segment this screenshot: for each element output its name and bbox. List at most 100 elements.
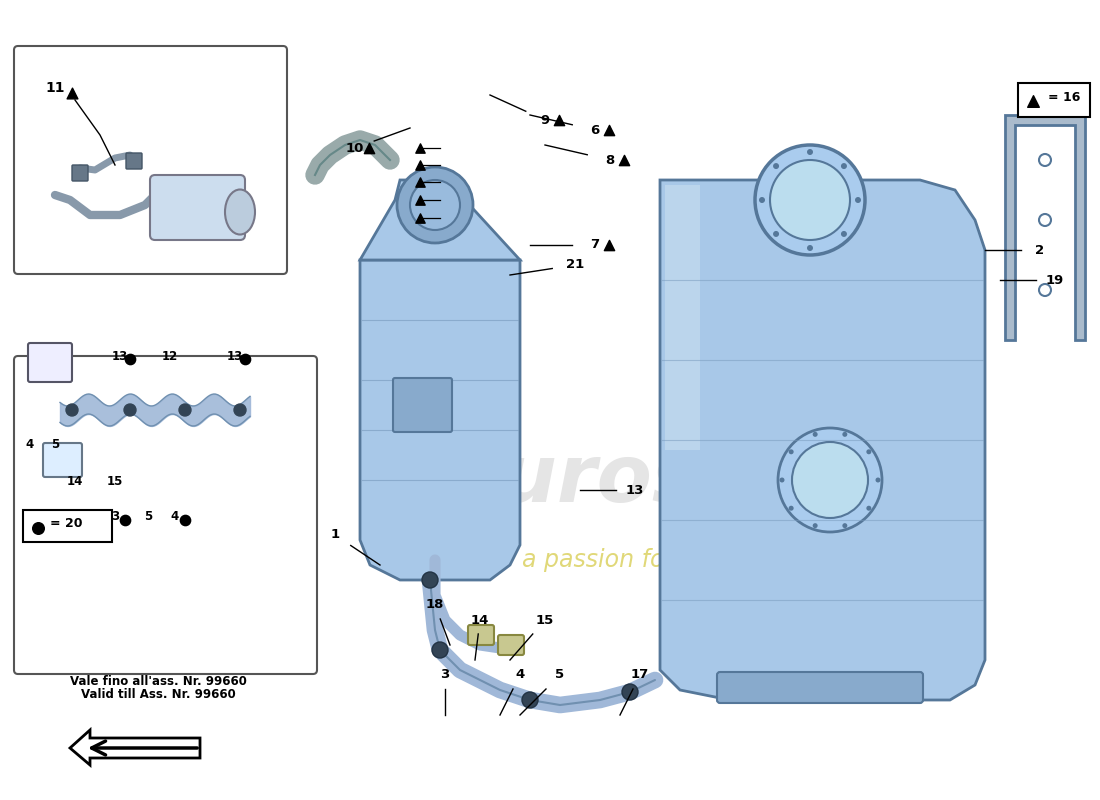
Circle shape (432, 642, 448, 658)
Circle shape (124, 404, 136, 416)
Text: 1: 1 (330, 529, 340, 542)
Circle shape (843, 523, 847, 528)
Text: 2: 2 (1035, 243, 1045, 257)
Circle shape (807, 149, 813, 155)
Text: Vale fino all'ass. Nr. 99660: Vale fino all'ass. Nr. 99660 (69, 675, 246, 688)
Circle shape (179, 404, 191, 416)
Text: 14: 14 (471, 614, 490, 626)
Text: 15: 15 (107, 475, 123, 488)
Point (411, 176, 429, 189)
Text: 8: 8 (605, 154, 615, 166)
FancyBboxPatch shape (393, 378, 452, 432)
Text: 12: 12 (162, 350, 178, 363)
Circle shape (773, 231, 779, 237)
Text: 4: 4 (516, 669, 525, 682)
Circle shape (621, 684, 638, 700)
Circle shape (422, 572, 438, 588)
FancyBboxPatch shape (150, 175, 245, 240)
Text: 14: 14 (67, 475, 84, 488)
FancyBboxPatch shape (72, 165, 88, 181)
Text: 11: 11 (45, 81, 65, 95)
FancyBboxPatch shape (498, 635, 524, 655)
Text: 4: 4 (26, 438, 34, 451)
Circle shape (855, 197, 861, 203)
Text: 3: 3 (111, 510, 119, 523)
Text: 10: 10 (345, 142, 364, 154)
Circle shape (840, 163, 847, 169)
FancyBboxPatch shape (23, 510, 112, 542)
Point (411, 158, 429, 171)
Text: 5: 5 (144, 510, 152, 523)
FancyBboxPatch shape (468, 625, 494, 645)
Point (176, 514, 194, 526)
Polygon shape (360, 260, 520, 580)
Circle shape (1040, 284, 1050, 296)
Point (601, 238, 618, 251)
Point (30, 522, 47, 534)
Text: 5: 5 (556, 669, 564, 682)
Polygon shape (666, 185, 700, 450)
Circle shape (755, 145, 865, 255)
Circle shape (522, 692, 538, 708)
Circle shape (792, 442, 868, 518)
Circle shape (397, 167, 473, 243)
Circle shape (807, 245, 813, 251)
Text: 3: 3 (440, 669, 450, 682)
Point (615, 154, 632, 166)
FancyBboxPatch shape (1018, 83, 1090, 117)
Point (411, 142, 429, 154)
Circle shape (867, 506, 871, 510)
Point (63, 86, 80, 99)
Text: Valid till Ass. Nr. 99660: Valid till Ass. Nr. 99660 (80, 688, 235, 701)
Polygon shape (660, 180, 984, 700)
Point (550, 114, 568, 126)
Text: 17: 17 (631, 669, 649, 682)
Circle shape (789, 506, 794, 510)
Text: 13: 13 (227, 350, 243, 363)
Circle shape (234, 404, 246, 416)
Circle shape (759, 197, 764, 203)
Point (117, 514, 134, 526)
FancyBboxPatch shape (717, 672, 923, 703)
Text: 19: 19 (1046, 274, 1064, 286)
Text: a passion for parts since 1985: a passion for parts since 1985 (521, 548, 879, 572)
Polygon shape (1005, 115, 1085, 340)
Text: 15: 15 (536, 614, 554, 626)
Circle shape (867, 450, 871, 454)
Point (360, 142, 377, 154)
FancyBboxPatch shape (43, 443, 82, 477)
Circle shape (840, 231, 847, 237)
Circle shape (789, 450, 794, 454)
Point (411, 211, 429, 224)
Text: 13: 13 (626, 483, 645, 497)
Text: 6: 6 (591, 123, 600, 137)
Circle shape (770, 160, 850, 240)
Polygon shape (360, 180, 520, 260)
Circle shape (813, 432, 817, 437)
FancyBboxPatch shape (28, 343, 72, 382)
FancyBboxPatch shape (14, 356, 317, 674)
Text: eurospares: eurospares (446, 441, 955, 519)
Point (411, 194, 429, 206)
Circle shape (66, 404, 78, 416)
Point (1024, 94, 1042, 107)
Circle shape (780, 478, 784, 482)
Text: 4: 4 (170, 510, 179, 523)
Circle shape (778, 428, 882, 532)
Point (121, 353, 139, 366)
Text: 7: 7 (591, 238, 600, 251)
Circle shape (773, 163, 779, 169)
Text: = 16: = 16 (1048, 91, 1080, 104)
Circle shape (1040, 154, 1050, 166)
FancyBboxPatch shape (126, 153, 142, 169)
Text: 5: 5 (51, 438, 59, 451)
Text: 18: 18 (426, 598, 444, 611)
Circle shape (1040, 214, 1050, 226)
Text: 21: 21 (565, 258, 584, 271)
Text: 9: 9 (540, 114, 550, 126)
Text: 13: 13 (112, 350, 128, 363)
Point (601, 123, 618, 136)
Ellipse shape (226, 190, 255, 234)
Circle shape (843, 432, 847, 437)
FancyBboxPatch shape (14, 46, 287, 274)
